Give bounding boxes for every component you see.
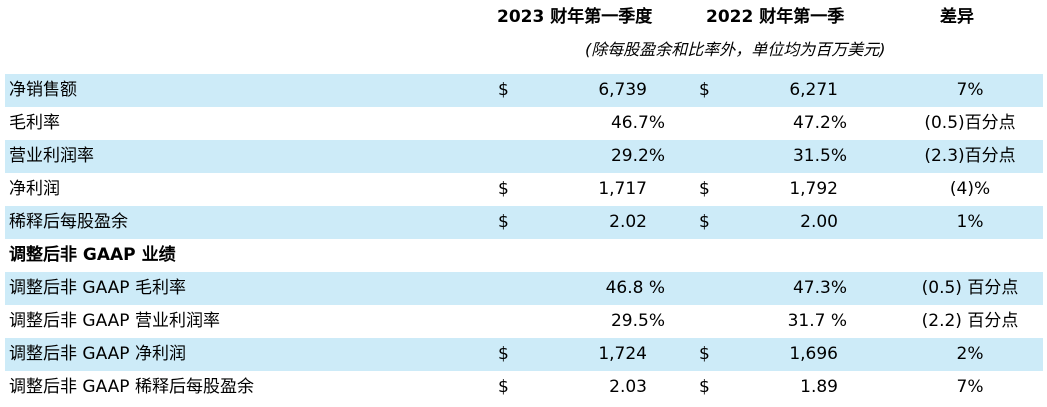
header-2023: 2023 财年第一季度 — [497, 7, 653, 27]
value-2022: 1.89 — [800, 377, 838, 397]
value-2022: 1,792 — [789, 179, 838, 199]
section-title: 调整后非 GAAP 业绩 — [9, 245, 176, 265]
value-2023: 46.7% — [610, 113, 665, 133]
change-value: (4)% — [949, 179, 991, 199]
value-2022: 47.2% — [792, 113, 847, 133]
value-2023: 1,717 — [598, 179, 647, 199]
change-value: (2.2) 百分点 — [921, 311, 1019, 331]
header-change: 差异 — [940, 7, 974, 27]
change-value: 7% — [956, 377, 984, 397]
currency-2022: $ — [699, 179, 710, 199]
currency-2023: $ — [498, 377, 509, 397]
row-label: 稀释后每股盈余 — [9, 212, 128, 232]
currency-2022: $ — [699, 212, 710, 232]
table-row: 调整后非 GAAP 毛利率 46.8 % 47.3% (0.5) 百分点 — [5, 272, 1043, 305]
units-note: (除每股盈余和比率外，单位均为百万美元) — [585, 40, 886, 59]
row-label: 调整后非 GAAP 稀释后每股盈余 — [9, 377, 254, 397]
table-row: 调整后非 GAAP 稀释后每股盈余 $ 2.03 $ 1.89 7% — [5, 371, 1043, 404]
value-2022: 2.00 — [800, 212, 838, 232]
change-value: 7% — [956, 80, 984, 100]
value-2023: 46.8 % — [605, 278, 665, 298]
value-2022: 6,271 — [789, 80, 838, 100]
change-value: 2% — [956, 344, 984, 364]
value-2022: 31.7 % — [787, 311, 847, 331]
currency-2023: $ — [498, 344, 509, 364]
value-2022: 47.3% — [792, 278, 847, 298]
header-2022: 2022 财年第一季 — [706, 7, 845, 27]
row-label: 营业利润率 — [9, 146, 94, 166]
currency-2022: $ — [699, 80, 710, 100]
value-2023: 2.03 — [609, 377, 647, 397]
change-value: 1% — [956, 212, 984, 232]
section-heading: 调整后非 GAAP 业绩 — [5, 239, 1043, 272]
row-label: 调整后非 GAAP 营业利润率 — [9, 311, 220, 331]
value-2023: 1,724 — [598, 344, 647, 364]
table-row: 毛利率 46.7% 47.2% (0.5)百分点 — [5, 107, 1043, 140]
row-label: 调整后非 GAAP 毛利率 — [9, 278, 186, 298]
change-value: (0.5)百分点 — [924, 113, 1016, 133]
change-value: (0.5) 百分点 — [921, 278, 1019, 298]
table-row: 营业利润率 29.2% 31.5% (2.3)百分点 — [5, 140, 1043, 173]
table-row: 调整后非 GAAP 净利润 $ 1,724 $ 1,696 2% — [5, 338, 1043, 371]
table-row: 调整后非 GAAP 营业利润率 29.5% 31.7 % (2.2) 百分点 — [5, 305, 1043, 338]
currency-2022: $ — [699, 344, 710, 364]
value-2023: 6,739 — [598, 80, 647, 100]
table-row: 净利润 $ 1,717 $ 1,792 (4)% — [5, 173, 1043, 206]
value-2023: 2.02 — [609, 212, 647, 232]
value-2023: 29.2% — [610, 146, 665, 166]
row-label: 净销售额 — [9, 80, 77, 100]
currency-2022: $ — [699, 377, 710, 397]
change-value: (2.3)百分点 — [924, 146, 1016, 166]
currency-2023: $ — [498, 212, 509, 232]
value-2022: 1,696 — [789, 344, 838, 364]
row-label: 调整后非 GAAP 净利润 — [9, 344, 186, 364]
currency-2023: $ — [498, 80, 509, 100]
value-2023: 29.5% — [610, 311, 665, 331]
value-2022: 31.5% — [792, 146, 847, 166]
row-label: 毛利率 — [9, 113, 60, 133]
row-label: 净利润 — [9, 179, 60, 199]
table-row: 稀释后每股盈余 $ 2.02 $ 2.00 1% — [5, 206, 1043, 239]
table-row: 净销售额 $ 6,739 $ 6,271 7% — [5, 74, 1043, 107]
currency-2023: $ — [498, 179, 509, 199]
